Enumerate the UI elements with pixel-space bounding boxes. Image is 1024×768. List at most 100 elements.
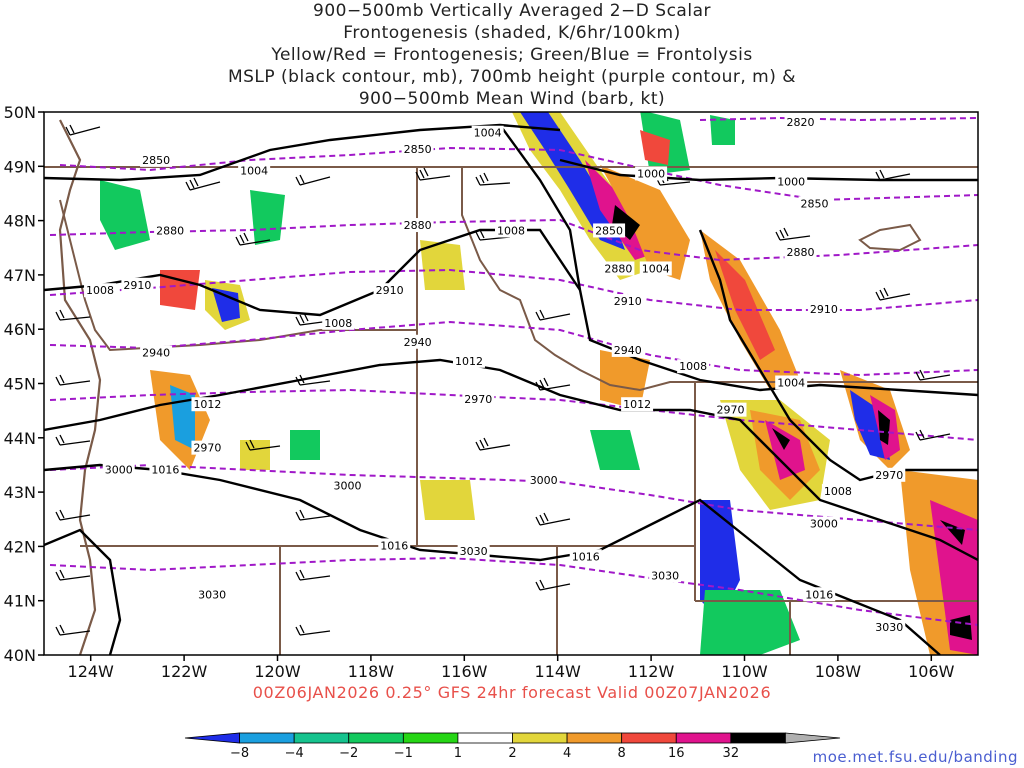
mslp-label-bg — [621, 397, 654, 412]
height-label-bg — [602, 261, 635, 276]
height-label: 3030 — [651, 569, 679, 582]
height-label-bg — [784, 245, 817, 260]
colorbar: −8 −4 −2 −1 1 2 4 8 16 32 — [184, 732, 841, 761]
colorbar-label: 16 — [668, 746, 685, 761]
mslp-label-bg — [803, 587, 836, 602]
mslp-label-bg — [471, 125, 504, 140]
height-labels: 2820 2850 2850 2850 2850 2880 2880 2880 2880 2910… — [102, 114, 906, 634]
height-label: 2910 — [376, 284, 404, 297]
colorbar-label: 32 — [723, 746, 740, 761]
colorbar-label: 4 — [563, 746, 571, 761]
height-label: 2850 — [404, 143, 432, 156]
height-label-bg — [611, 342, 644, 357]
mslp-label: 1012 — [193, 398, 221, 411]
mslp-label: 1016 — [151, 463, 179, 476]
height-label-bg — [807, 302, 840, 317]
colorbar-label: 8 — [618, 746, 626, 761]
mslp-label-bg — [821, 484, 854, 499]
mslp-label: 1008 — [679, 360, 707, 373]
height-label-bg — [457, 543, 490, 558]
colorbar-label: 1 — [454, 746, 462, 761]
lat-tick-label: 40N — [4, 646, 36, 665]
height-label-bg — [611, 294, 644, 309]
lon-tick-label: 116W — [441, 662, 488, 681]
height-label: 2880 — [404, 219, 432, 232]
height-label-bg — [331, 478, 364, 493]
mslp-label: 1008 — [497, 224, 525, 237]
colorbar-segment — [785, 732, 841, 744]
lon-tick-label: 122W — [161, 662, 208, 681]
mslp-label: 1004 — [474, 127, 502, 140]
height-label-bg — [462, 391, 495, 406]
mslp-label-bg — [149, 462, 182, 477]
height-label-bg — [191, 440, 224, 455]
lat-tick-label: 43N — [4, 483, 36, 502]
colorbar-segment — [402, 732, 459, 744]
height-label: 3030 — [198, 588, 226, 601]
height-label: 3000 — [105, 463, 133, 476]
colorbar-segment — [457, 732, 513, 744]
colorbar-label: −4 — [285, 746, 304, 761]
height-label-bg — [154, 223, 187, 238]
political-borders — [44, 119, 978, 655]
mslp-label: 1000 — [777, 176, 805, 189]
mslp-label: 1008 — [324, 317, 352, 330]
mslp-label-bg — [238, 163, 271, 178]
height-label: 2850 — [595, 224, 623, 237]
lon-tick-label: 110W — [721, 662, 768, 681]
colorbar-segment — [239, 732, 295, 744]
height-label: 2910 — [614, 295, 642, 308]
mslp-label: 1016 — [572, 550, 600, 563]
colorbar-label: −2 — [339, 746, 358, 761]
height-label-bg — [873, 619, 906, 634]
colorbar-segment — [730, 732, 786, 744]
mslp-label: 1004 — [777, 377, 805, 390]
height-label: 2970 — [716, 404, 744, 417]
colorbar-segment — [184, 732, 240, 744]
height-label-bg — [196, 587, 229, 602]
height-label: 3000 — [530, 474, 558, 487]
height-label-bg — [401, 218, 434, 233]
height-label-bg — [401, 334, 434, 349]
mslp-label-bg — [677, 359, 710, 374]
height-label: 3000 — [810, 518, 838, 531]
lat-tick-label: 46N — [4, 320, 36, 339]
height-label-bg — [649, 568, 682, 583]
height-label: 3030 — [875, 621, 903, 634]
height-label: 2910 — [123, 279, 151, 292]
lat-tick-label: 49N — [4, 157, 36, 176]
mslp-label: 1016 — [380, 539, 408, 552]
mslp-label-bg — [569, 549, 602, 564]
height-label: 2940 — [142, 347, 170, 360]
lon-tick-label: 108W — [815, 662, 862, 681]
height-contours — [49, 116, 978, 626]
colorbar-segment — [512, 732, 568, 744]
lat-tick-label: 44N — [4, 429, 36, 448]
lat-tick-label: 48N — [4, 212, 36, 231]
height-label: 2970 — [193, 442, 221, 455]
colorbar-segment — [293, 732, 350, 744]
mslp-label-bg — [378, 538, 411, 553]
lat-tick-label: 42N — [4, 537, 36, 556]
height-label: 2940 — [614, 344, 642, 357]
colorbar-segment — [621, 732, 677, 744]
height-label: 2910 — [810, 303, 838, 316]
colorbar-segment — [566, 732, 623, 744]
mslp-label: 1000 — [637, 167, 665, 180]
height-label: 3000 — [334, 480, 362, 493]
height-label-bg — [140, 345, 173, 360]
longitude-axis: 124W 122W 120W 118W 116W 114W 112W 110W 108W 106W — [68, 655, 955, 681]
height-label-bg — [807, 516, 840, 531]
lon-tick-label: 112W — [628, 662, 675, 681]
colorbar-label: −1 — [394, 746, 413, 761]
height-label: 2820 — [787, 116, 815, 129]
credit-url: moe.met.fsu.edu/banding — [812, 748, 1018, 766]
mslp-label-bg — [775, 375, 808, 390]
colorbar-segment — [348, 732, 404, 744]
height-label-bg — [873, 467, 906, 482]
map-field: 1004 1004 1000 1000 1008 1004 1008 1008 1008 1004… — [44, 112, 978, 655]
height-label-bg — [121, 277, 154, 292]
height-label: 2880 — [787, 246, 815, 259]
mslp-label-bg — [322, 315, 355, 330]
